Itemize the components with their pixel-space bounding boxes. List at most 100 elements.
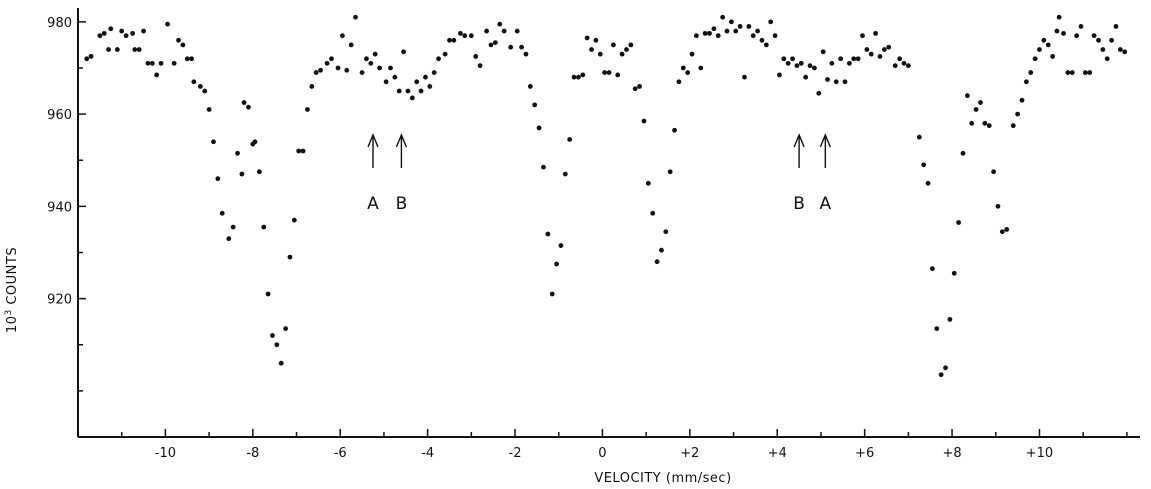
data-point bbox=[641, 118, 647, 124]
data-point bbox=[567, 137, 573, 142]
data-point bbox=[897, 56, 903, 62]
data-point bbox=[999, 229, 1005, 235]
annotation-arrow-head bbox=[819, 133, 831, 148]
data-point bbox=[973, 107, 979, 112]
data-point bbox=[536, 125, 542, 131]
data-point bbox=[519, 44, 524, 50]
data-point bbox=[892, 63, 898, 69]
data-point bbox=[742, 74, 747, 80]
data-point bbox=[211, 139, 216, 145]
y-axis-title-superscript: 3 bbox=[4, 309, 14, 315]
data-point bbox=[246, 104, 251, 110]
data-point bbox=[597, 51, 603, 57]
data-point bbox=[930, 266, 935, 272]
data-point bbox=[755, 28, 760, 34]
data-point bbox=[654, 259, 660, 265]
data-point bbox=[329, 56, 334, 62]
data-point bbox=[256, 169, 262, 175]
data-point bbox=[1037, 47, 1042, 52]
data-point bbox=[759, 37, 765, 43]
data-point bbox=[667, 169, 673, 175]
data-point bbox=[278, 360, 284, 366]
data-point bbox=[458, 30, 463, 36]
data-point bbox=[943, 365, 948, 371]
data-point bbox=[969, 120, 975, 126]
data-point bbox=[447, 37, 452, 43]
data-point bbox=[123, 33, 129, 39]
data-point bbox=[777, 72, 782, 78]
data-point bbox=[462, 33, 468, 39]
data-point bbox=[165, 21, 170, 27]
y-axis-ticks bbox=[78, 21, 86, 392]
data-point bbox=[873, 30, 878, 36]
data-point bbox=[235, 150, 240, 156]
x-tick-label: 0 bbox=[598, 446, 606, 461]
data-point bbox=[409, 95, 415, 101]
x-tick-label: -4 bbox=[421, 446, 434, 461]
data-point bbox=[851, 56, 857, 62]
data-point bbox=[184, 56, 190, 62]
data-point bbox=[158, 60, 164, 66]
data-point bbox=[477, 63, 483, 69]
data-point bbox=[978, 100, 983, 105]
data-point bbox=[108, 26, 114, 32]
data-point bbox=[750, 33, 756, 39]
annotation-arrow-head bbox=[793, 133, 805, 148]
data-point bbox=[1019, 97, 1025, 103]
data-point bbox=[733, 28, 739, 34]
data-point bbox=[274, 342, 280, 348]
annotation-label: B bbox=[396, 194, 408, 214]
data-point bbox=[226, 236, 232, 242]
data-point bbox=[768, 19, 774, 25]
data-point bbox=[720, 14, 726, 20]
data-point bbox=[610, 42, 616, 48]
data-point bbox=[241, 100, 247, 105]
data-point bbox=[676, 79, 682, 85]
x-tick-label: +8 bbox=[942, 446, 961, 461]
data-point bbox=[149, 60, 155, 66]
data-point bbox=[825, 77, 830, 82]
data-point bbox=[442, 51, 448, 57]
data-point bbox=[628, 42, 634, 48]
x-tick-label: -6 bbox=[334, 446, 347, 461]
peak-annotation: A bbox=[367, 133, 379, 214]
data-point bbox=[637, 84, 642, 89]
data-point bbox=[1100, 47, 1106, 52]
data-point bbox=[353, 14, 358, 20]
data-point bbox=[571, 74, 577, 80]
data-point bbox=[372, 51, 378, 57]
data-point bbox=[689, 51, 695, 57]
x-axis-title: VELOCITY (mm/sec) bbox=[594, 471, 731, 486]
data-point bbox=[1015, 111, 1021, 117]
data-point bbox=[219, 210, 225, 216]
data-point bbox=[545, 231, 551, 237]
data-point bbox=[101, 30, 107, 36]
data-point bbox=[860, 33, 865, 39]
y-tick-label: 960 bbox=[47, 108, 72, 123]
data-point bbox=[501, 28, 507, 34]
data-point bbox=[680, 65, 686, 71]
data-point bbox=[171, 60, 177, 66]
data-point bbox=[554, 261, 559, 267]
data-point bbox=[340, 33, 345, 39]
data-point bbox=[838, 56, 844, 62]
data-point bbox=[141, 28, 146, 34]
y-tick-label: 980 bbox=[47, 16, 72, 31]
data-point bbox=[1004, 227, 1010, 232]
data-point bbox=[991, 169, 996, 175]
data-point bbox=[368, 60, 374, 66]
data-point bbox=[97, 33, 103, 39]
data-point bbox=[619, 51, 625, 57]
data-point bbox=[84, 56, 90, 62]
x-tick-label: +10 bbox=[1026, 446, 1053, 461]
data-point bbox=[868, 51, 874, 57]
y-tick-label: 920 bbox=[47, 293, 72, 308]
data-point bbox=[335, 65, 341, 71]
data-point bbox=[88, 54, 94, 59]
data-point bbox=[606, 70, 612, 75]
annotation-label: A bbox=[820, 194, 832, 214]
data-point bbox=[114, 47, 120, 52]
data-point bbox=[951, 270, 957, 276]
data-point bbox=[287, 254, 293, 260]
